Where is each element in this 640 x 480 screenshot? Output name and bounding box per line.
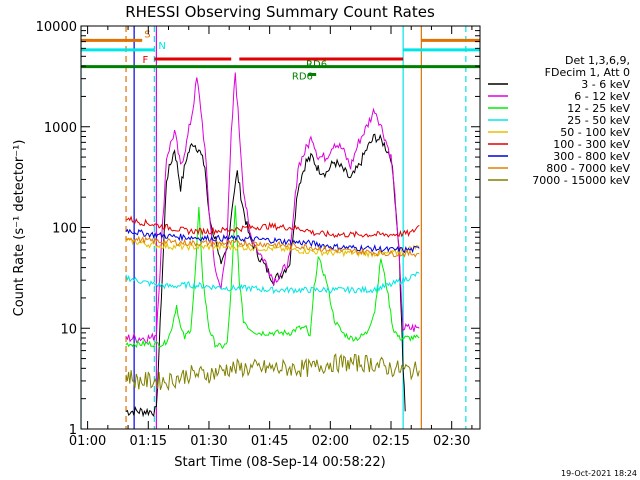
- x-tick-label-2: 01:30: [190, 434, 227, 449]
- x-tick-label-1: 01:15: [130, 434, 167, 449]
- series-line-7: [125, 235, 420, 258]
- legend-entry-7: 800 - 7000 keV: [546, 162, 630, 175]
- flag-label-2: F: [143, 55, 149, 66]
- x-axis-label: Start Time (08-Sep-14 00:58:22): [174, 455, 385, 470]
- axes: 01:00 01:15 01:30 01:45 02:00 02:15 02:30 1 10 10…: [36, 20, 480, 449]
- legend-entry-1: 6 - 12 keV: [574, 90, 630, 103]
- legend-header-0: Det 1,3,6,9,: [565, 54, 630, 67]
- x-tick-label-0: 01:00: [69, 434, 106, 449]
- flag-label-4: RD6: [292, 72, 313, 83]
- legend-entry-4: 50 - 100 keV: [560, 126, 630, 139]
- legend-entry-5: 100 - 300 keV: [553, 138, 630, 151]
- legend-entry-8: 7000 - 15000 keV: [532, 174, 630, 187]
- legend-entry-3: 25 - 50 keV: [567, 114, 630, 127]
- x-tick-label-6: 02:30: [433, 434, 470, 449]
- y-tick-label-0: 1: [69, 423, 77, 438]
- series-line-6: [125, 228, 420, 254]
- series-line-2: [125, 205, 420, 350]
- series-line-8: [125, 353, 420, 392]
- series-line-5: [125, 215, 420, 239]
- legend-entry-0: 3 - 6 keV: [581, 78, 630, 91]
- y-tick-label-1: 10: [60, 322, 77, 337]
- y-tick-label-3: 1000: [44, 121, 77, 136]
- y-tick-label-4: 10000: [36, 20, 77, 35]
- y-axis-label: Count Rate (s⁻¹ detector⁻¹): [12, 140, 27, 317]
- x-tick-label-4: 02:00: [312, 434, 349, 449]
- y-tick-label-2: 100: [52, 222, 77, 237]
- footer-date: 19-Oct-2021 18:24: [561, 469, 637, 478]
- chart-title: RHESSI Observing Summary Count Rates: [125, 3, 435, 21]
- vertical-markers: [81, 26, 467, 429]
- x-tick-label-3: 01:45: [251, 434, 288, 449]
- flag-label-3: RD6: [306, 60, 327, 71]
- legend-entry-6: 300 - 800 keV: [553, 150, 630, 163]
- legend-entry-2: 12 - 25 keV: [567, 102, 630, 115]
- flag-label-0: S: [144, 29, 150, 40]
- series-lines: [125, 72, 420, 418]
- x-tick-label-5: 02:15: [372, 434, 409, 449]
- flag-label-1: N: [158, 41, 165, 52]
- series-line-1: [125, 72, 420, 344]
- legend-header-1: FDecim 1, Att 0: [545, 66, 630, 79]
- series-line-3: [125, 271, 420, 295]
